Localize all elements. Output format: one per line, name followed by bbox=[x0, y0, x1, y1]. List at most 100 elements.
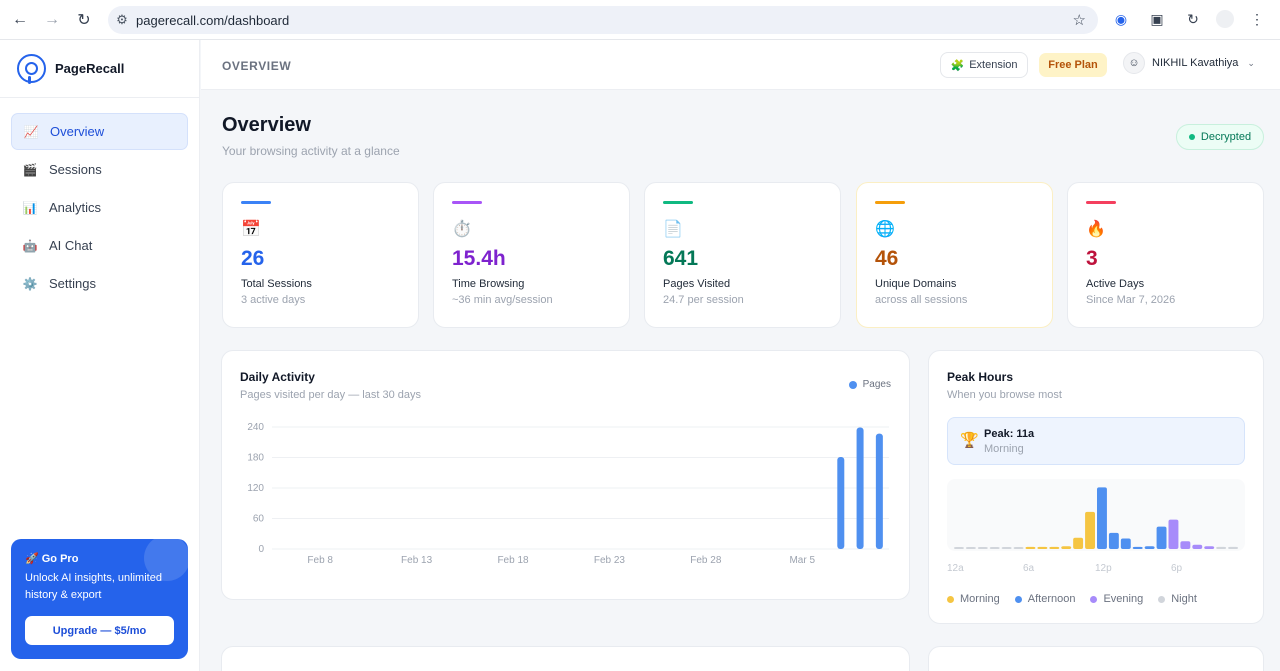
stat-label: Unique Domains bbox=[875, 278, 957, 290]
chart-legend: Pages bbox=[848, 379, 891, 390]
sidebar-item-analytics[interactable]: 📊 Analytics bbox=[11, 189, 188, 226]
legend-label: Morning bbox=[960, 593, 1000, 605]
sidebar-nav: 📈 Overview 🎬 Sessions 📊 Analytics 🤖 AI C… bbox=[0, 98, 199, 318]
hour-tick-label: 12a bbox=[947, 563, 964, 574]
y-tick-label: 180 bbox=[247, 453, 264, 464]
stat-subtext: 24.7 per session bbox=[663, 294, 744, 306]
legend-label: Evening bbox=[1103, 593, 1144, 605]
browser-actions: ◉ ▣ ↻ ⋮ bbox=[1108, 6, 1270, 32]
brand[interactable]: PageRecall bbox=[0, 40, 199, 98]
plan-badge[interactable]: Free Plan bbox=[1039, 53, 1107, 77]
status-text: Decrypted bbox=[1200, 131, 1252, 143]
stat-card-active-days: 🔥 3 Active Days Since Mar 7, 2026 bbox=[1067, 182, 1264, 328]
puzzle-icon: 🧩 bbox=[950, 59, 965, 72]
accent-bar bbox=[663, 201, 693, 204]
legend-label: Afternoon bbox=[1027, 593, 1076, 605]
peak-hours-legend: Morning Afternoon Evening Night bbox=[947, 593, 1212, 605]
legend-swatch bbox=[1014, 595, 1022, 603]
hour-bar bbox=[1085, 511, 1095, 549]
hour-bar bbox=[1180, 541, 1191, 549]
hour-bar bbox=[1097, 487, 1107, 549]
stat-subtext: across all sessions bbox=[875, 294, 968, 306]
hour-bar bbox=[1204, 546, 1215, 549]
hour-bar bbox=[1192, 544, 1203, 549]
site-settings-icon[interactable]: ⚙ bbox=[116, 12, 128, 27]
legend-item-evening: Evening bbox=[1090, 593, 1143, 605]
sidebar-item-label: Settings bbox=[49, 276, 96, 291]
go-pro-title: 🚀 Go Pro bbox=[25, 553, 79, 565]
performance-icon[interactable]: ↻ bbox=[1187, 10, 1199, 27]
hour-bar bbox=[1025, 546, 1036, 549]
daily-activity-card: Daily Activity Pages visited per day — l… bbox=[221, 350, 910, 600]
sidebar-item-sessions[interactable]: 🎬 Sessions bbox=[11, 151, 188, 188]
extensions-puzzle-icon[interactable]: ▣ bbox=[1150, 10, 1164, 27]
peak-hours-card: Peak Hours When you browse most 🏆 Peak: … bbox=[928, 350, 1264, 624]
hour-bar bbox=[1168, 519, 1179, 549]
stat-subtext: Since Mar 7, 2026 bbox=[1086, 294, 1176, 306]
peak-period: Morning bbox=[984, 443, 1024, 455]
stat-label: Time Browsing bbox=[452, 278, 525, 290]
hour-bar bbox=[1216, 546, 1227, 549]
back-icon[interactable]: ← bbox=[12, 10, 28, 28]
go-pro-card: 🚀 Go Pro Unlock AI insights, unlimited h… bbox=[11, 539, 188, 659]
x-tick-label: Mar 5 bbox=[789, 555, 815, 566]
address-bar[interactable]: ⚙ pagerecall.com/dashboard ☆ bbox=[108, 6, 1098, 34]
pagerecall-extension-icon[interactable]: ◉ bbox=[1114, 10, 1128, 27]
card-subtitle: Pages visited per day — last 30 days bbox=[240, 389, 421, 401]
accent-bar bbox=[875, 201, 905, 204]
hour-tick-label: 12p bbox=[1095, 563, 1112, 574]
x-tick-label: Feb 28 bbox=[690, 555, 722, 566]
accent-bar bbox=[1086, 201, 1116, 204]
sidebar-item-ai-chat[interactable]: 🤖 AI Chat bbox=[11, 227, 188, 264]
peak-hours-chart bbox=[954, 487, 1238, 549]
stat-card-pages-visited: 📄 641 Pages Visited 24.7 per session bbox=[644, 182, 841, 328]
y-tick-label: 120 bbox=[247, 483, 264, 494]
brand-name: PageRecall bbox=[55, 61, 125, 76]
hour-bar bbox=[1061, 546, 1072, 549]
sidebar-item-settings[interactable]: ⚙️ Settings bbox=[11, 265, 188, 302]
extension-button[interactable]: 🧩 Extension bbox=[940, 52, 1028, 78]
hour-bar bbox=[1120, 538, 1131, 549]
profile-avatar-icon[interactable] bbox=[1216, 10, 1234, 28]
legend-label: Night bbox=[1171, 593, 1197, 605]
forward-icon[interactable]: → bbox=[44, 10, 60, 28]
decorative-bubble bbox=[144, 539, 188, 581]
browser-menu-icon[interactable]: ⋮ bbox=[1250, 10, 1264, 27]
go-pro-text: Unlock AI insights, unlimited history & … bbox=[25, 572, 162, 601]
browser-toolbar: ← → ↻ ⚙ pagerecall.com/dashboard ☆ ◉ ▣ ↻… bbox=[0, 0, 1280, 40]
bar-chart-icon: 📊 bbox=[22, 200, 38, 215]
x-tick-label: Feb 8 bbox=[307, 555, 333, 566]
bookmark-star-icon[interactable]: ☆ bbox=[1072, 12, 1086, 29]
user-menu[interactable]: ☺ NIKHIL Kavathiya ⌄ bbox=[1123, 52, 1255, 74]
lower-card-left bbox=[221, 646, 910, 671]
hour-bar bbox=[1049, 546, 1060, 549]
hour-bar bbox=[965, 547, 976, 549]
stat-value: 46 bbox=[875, 247, 899, 270]
trophy-icon: 🏆 bbox=[960, 432, 979, 449]
legend-label: Pages bbox=[862, 379, 891, 390]
bar bbox=[856, 427, 864, 549]
y-tick-label: 240 bbox=[247, 422, 264, 433]
page-subtitle: Your browsing activity at a glance bbox=[222, 144, 400, 158]
url-text[interactable]: pagerecall.com/dashboard bbox=[136, 12, 290, 28]
chart-up-icon: 📈 bbox=[23, 124, 39, 139]
hour-bar bbox=[954, 547, 964, 549]
sidebar-item-overview[interactable]: 📈 Overview bbox=[11, 113, 188, 150]
user-name: NIKHIL Kavathiya bbox=[1152, 57, 1239, 69]
reload-icon[interactable]: ↻ bbox=[77, 11, 91, 29]
daily-activity-chart: 0 60 120 180 240 Feb 8 Feb 13 Feb 18 Feb 23 Feb 2… bbox=[247, 422, 889, 566]
lower-card-right bbox=[928, 646, 1264, 671]
stat-card-time-browsing: ⏱️ 15.4h Time Browsing ~36 min avg/sessi… bbox=[433, 182, 630, 328]
x-tick-label: Feb 23 bbox=[594, 555, 626, 566]
x-tick-label: Feb 18 bbox=[497, 555, 529, 566]
legend-swatch bbox=[848, 380, 857, 389]
robot-icon: 🤖 bbox=[22, 238, 38, 253]
y-tick-label: 0 bbox=[258, 544, 264, 555]
upgrade-button[interactable]: Upgrade — $5/mo bbox=[25, 616, 174, 645]
stat-value: 26 bbox=[241, 247, 265, 270]
legend-item-afternoon: Afternoon bbox=[1014, 593, 1076, 605]
stat-label: Total Sessions bbox=[241, 278, 312, 290]
peak-label: Peak: 11a bbox=[984, 428, 1035, 440]
chevron-down-icon: ⌄ bbox=[1247, 57, 1255, 68]
legend-swatch bbox=[1158, 595, 1166, 603]
